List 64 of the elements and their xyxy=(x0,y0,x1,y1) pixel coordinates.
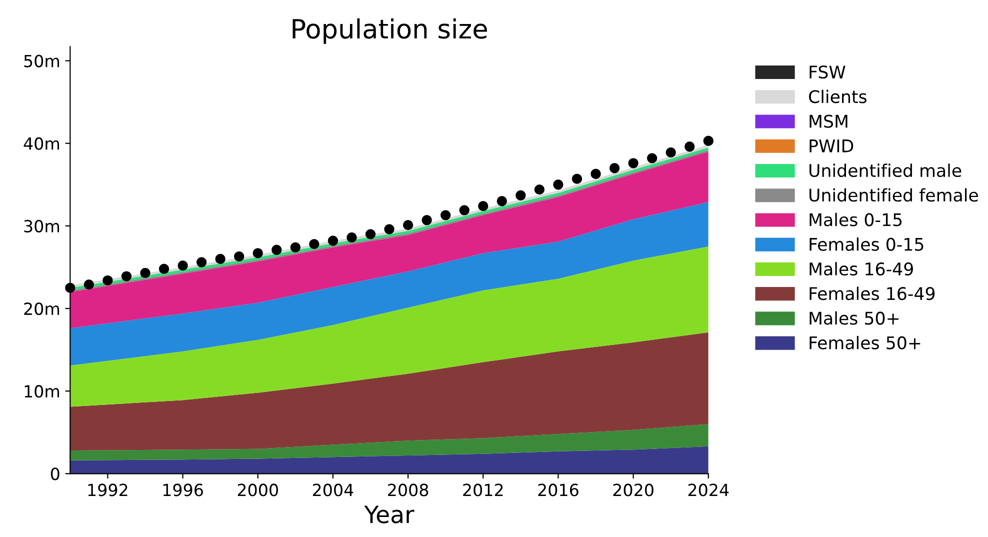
x-tick-label: 2016 xyxy=(538,484,578,496)
x-tick-label: 2008 xyxy=(388,484,428,496)
point xyxy=(252,248,263,258)
legend-label: PWID xyxy=(810,140,854,152)
legend-label: Males 16-49 xyxy=(810,262,913,276)
point xyxy=(309,238,320,250)
point xyxy=(234,251,244,262)
y-tick-label: 10m xyxy=(24,385,60,398)
legend-label: Females 16-49 xyxy=(810,286,935,300)
point xyxy=(478,201,488,212)
point xyxy=(158,264,170,274)
legend-label: Males 0-15 xyxy=(810,212,902,226)
point xyxy=(121,271,132,282)
point xyxy=(328,236,338,246)
y-tick-label: 50m xyxy=(24,54,60,68)
legend-label: Unidentified male xyxy=(810,164,962,178)
point xyxy=(628,158,638,168)
point xyxy=(572,174,582,184)
point xyxy=(290,242,300,252)
x-tick-label: 1992 xyxy=(88,484,128,496)
point xyxy=(84,279,94,290)
point xyxy=(65,282,76,293)
x-tick-label: 2020 xyxy=(613,484,654,496)
point xyxy=(346,232,357,243)
x-axis-title: Year xyxy=(364,506,414,524)
chart-title: Population size xyxy=(292,18,487,44)
point xyxy=(496,196,507,206)
point xyxy=(196,257,207,268)
x-tick-label: 2004 xyxy=(312,484,354,496)
legend-label: Unidentified female xyxy=(810,188,978,202)
point xyxy=(365,229,376,240)
point xyxy=(516,190,526,200)
y-tick-label: 30m xyxy=(24,220,60,232)
x-tick-label: 2024 xyxy=(688,484,729,496)
legend-label: FSW xyxy=(810,65,846,79)
y-tick-label: 0 xyxy=(50,468,60,480)
point xyxy=(215,254,226,264)
point xyxy=(609,163,620,174)
point xyxy=(384,224,394,234)
point xyxy=(440,210,451,220)
x-tick-label: 2012 xyxy=(463,484,503,496)
y-tick-label: 20m xyxy=(24,302,60,316)
point xyxy=(534,184,545,195)
legend-label: Males 50+ xyxy=(810,311,898,325)
point xyxy=(140,268,150,278)
point xyxy=(553,180,564,190)
legend-label: Clients xyxy=(808,90,866,104)
legend-label: Females 0-15 xyxy=(810,237,924,251)
legend-label: Females 50+ xyxy=(810,336,920,350)
point xyxy=(102,275,113,286)
point xyxy=(666,147,676,158)
point xyxy=(590,168,601,179)
x-tick-label: 1996 xyxy=(163,484,203,496)
point xyxy=(684,142,695,152)
point xyxy=(459,205,470,216)
point xyxy=(646,153,658,164)
y-tick-label: 40m xyxy=(24,137,60,150)
point xyxy=(178,260,188,271)
point xyxy=(272,244,282,255)
legend-label: MSM xyxy=(810,114,848,128)
point xyxy=(402,220,414,230)
point xyxy=(422,215,432,226)
point xyxy=(703,136,714,146)
x-tick-label: 2000 xyxy=(238,484,278,496)
